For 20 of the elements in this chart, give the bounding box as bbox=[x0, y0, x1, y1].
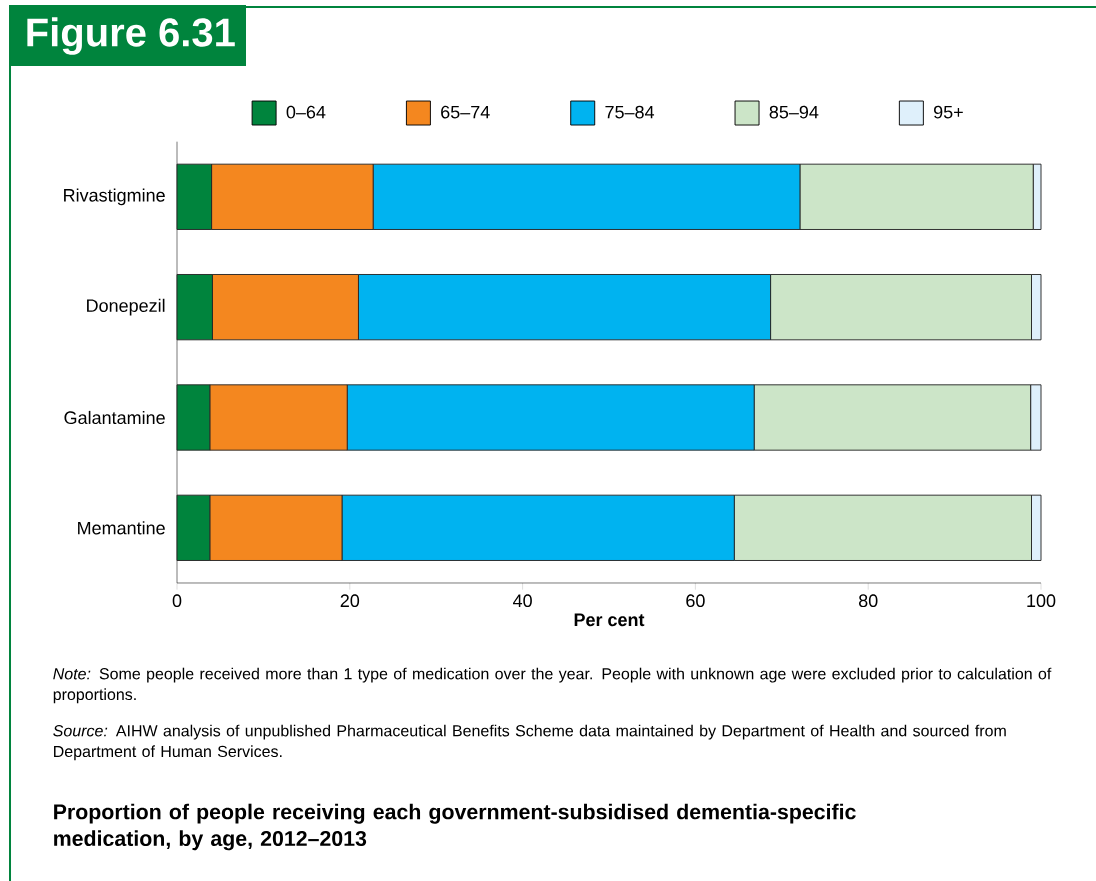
x-tick-label: 100 bbox=[1027, 594, 1056, 608]
y-tick-label: Memantine bbox=[78, 521, 165, 535]
legend-label: 0–64 bbox=[286, 105, 326, 119]
y-tick-label: Donepezil bbox=[87, 298, 165, 316]
y-tick-label: Galantamine bbox=[64, 410, 165, 425]
legend-label: 75–84 bbox=[605, 105, 655, 119]
text: Source: AIHW analysis of unpublished Pharmaceutical Benefits Scheme data maintained by Department of Health and sourced from Department of Human Services. bbox=[53, 724, 1006, 761]
y-tick-label: Rivastigmine bbox=[64, 188, 165, 206]
x-tick-label: 20 bbox=[340, 594, 360, 608]
text: Proportion of people receiving each government-subsidised dementia-specific medication, by age, 2012–2013 bbox=[54, 803, 856, 851]
x-tick-label: 40 bbox=[513, 594, 532, 608]
x-tick-label: 0 bbox=[172, 594, 182, 608]
legend-label: 85–94 bbox=[769, 105, 819, 119]
x-axis-title: Per cent bbox=[574, 613, 645, 627]
text: Note: Some people received more than 1 type of medication over the year. People with unknown age were excluded prior to calculation of proportions. bbox=[53, 667, 1052, 704]
chart-title: Figure 6.31 bbox=[27, 17, 235, 55]
legend-label: 65–74 bbox=[441, 105, 490, 119]
x-tick-label: 80 bbox=[858, 594, 878, 608]
legend-label: 95+ bbox=[934, 105, 963, 119]
x-tick-label: 60 bbox=[686, 594, 705, 608]
